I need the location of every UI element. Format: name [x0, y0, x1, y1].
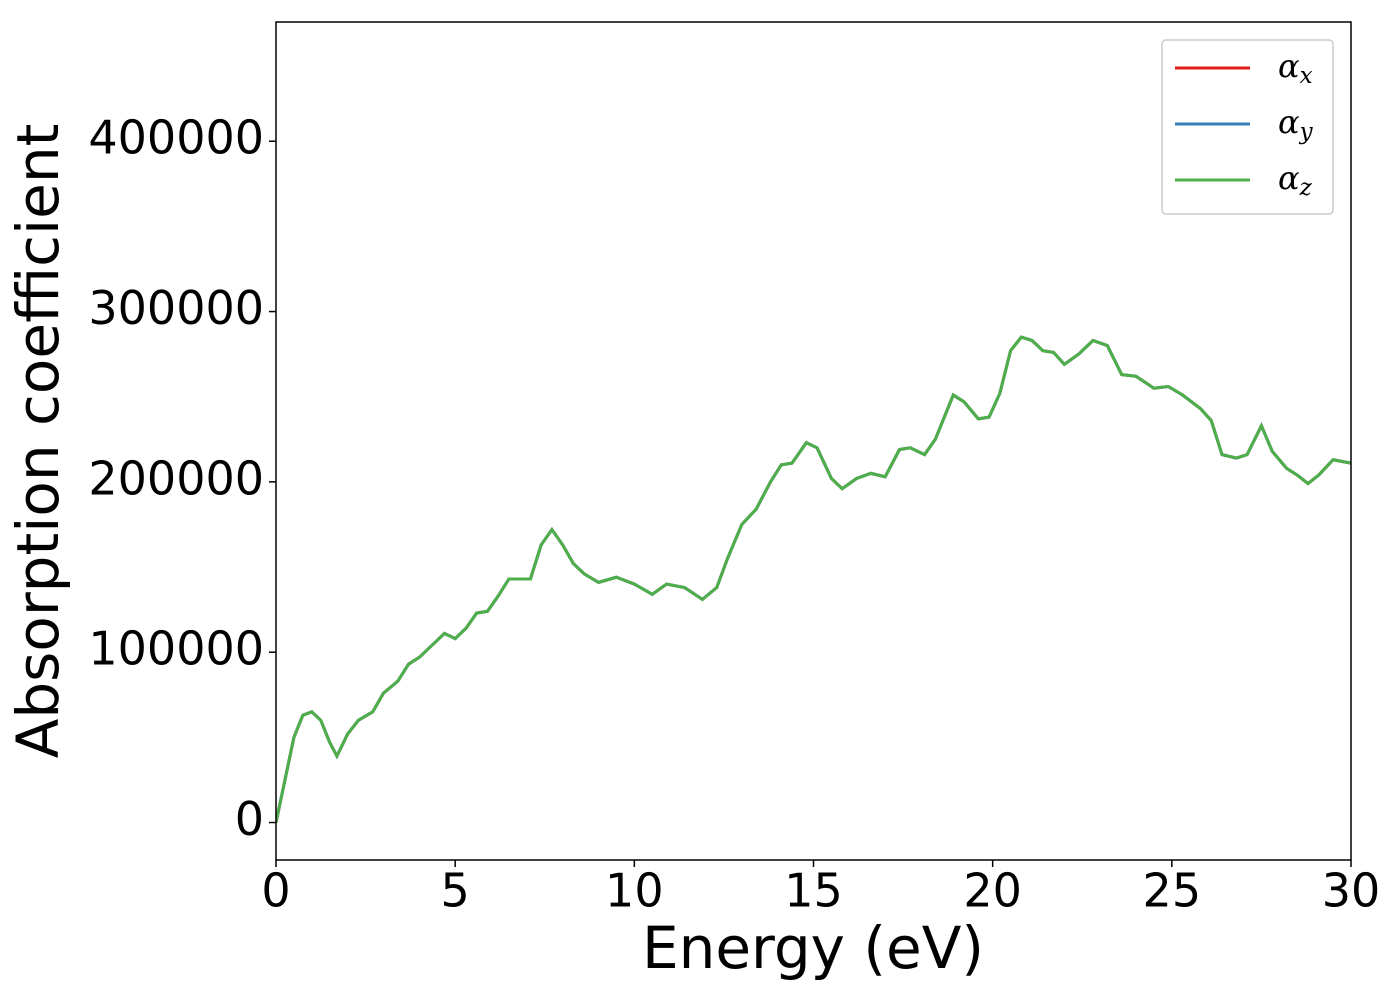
y-tick-label: 400000 [88, 111, 264, 165]
series-line [276, 335, 1351, 823]
legend-label: αx [1278, 47, 1313, 90]
series-line [276, 335, 1351, 823]
x-tick-label: 25 [1143, 864, 1202, 918]
x-tick-label: 5 [441, 864, 470, 918]
y-tick-label: 200000 [88, 451, 264, 505]
legend-label: αz [1278, 159, 1313, 202]
legend: αx αy αz [1161, 39, 1334, 215]
x-axis-label: Energy (eV) [642, 914, 984, 982]
plot-frame [275, 21, 1352, 861]
legend-label: αy [1278, 103, 1314, 146]
y-tick-label: 100000 [88, 622, 264, 676]
legend-box [1161, 39, 1334, 215]
series-line [276, 335, 1351, 823]
y-tick-label: 300000 [88, 281, 264, 335]
x-tick-label: 20 [963, 864, 1022, 918]
x-tick-label: 15 [784, 864, 843, 918]
y-axis-label: Absorption coefficient [4, 124, 72, 759]
y-tick-label: 0 [235, 792, 264, 846]
x-tick-label: 10 [605, 864, 664, 918]
x-tick-label: 30 [1322, 864, 1381, 918]
x-tick-label: 0 [261, 864, 290, 918]
